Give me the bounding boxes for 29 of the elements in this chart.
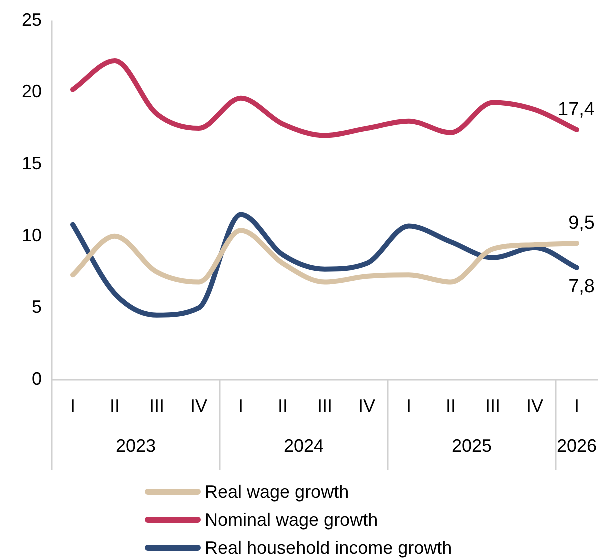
text: 2025 (452, 436, 492, 456)
y-tick-label: 25 (22, 10, 42, 30)
x-tick-label: I (70, 396, 76, 416)
x-tick-label: II (446, 396, 456, 416)
y-tick-label: 20 (22, 82, 42, 102)
x-tick-label: I (406, 396, 412, 416)
x-tick-label: III (317, 396, 333, 416)
y-tick-label: 5 (32, 297, 42, 318)
x-tick-label: IV (190, 396, 208, 416)
x-tick-label: II (278, 396, 288, 416)
data-label: 17,4 (558, 100, 596, 121)
y-tick-label: 15 (22, 153, 42, 174)
x-tick-label: IV (526, 396, 544, 416)
y-tick-label: 0 (32, 368, 42, 389)
text: 2024 (284, 436, 324, 456)
x-tick-label: IV (358, 396, 376, 416)
legend-label: Real wage growth (205, 482, 350, 502)
x-tick-label: III (149, 396, 165, 416)
x-tick-label: III (485, 396, 501, 416)
x-tick-label: II (110, 396, 120, 416)
x-tick-label: I (238, 396, 244, 416)
x-tick-label: I (574, 396, 580, 416)
text: 2023 (116, 436, 156, 456)
y-tick-label: 10 (22, 225, 42, 246)
legend-label: Nominal wage growth (205, 510, 378, 530)
legend-label: Real household income growth (205, 538, 452, 558)
data-label: 9,5 (568, 213, 595, 234)
text: 2026 (556, 436, 598, 456)
data-label: 7,8 (568, 276, 595, 298)
